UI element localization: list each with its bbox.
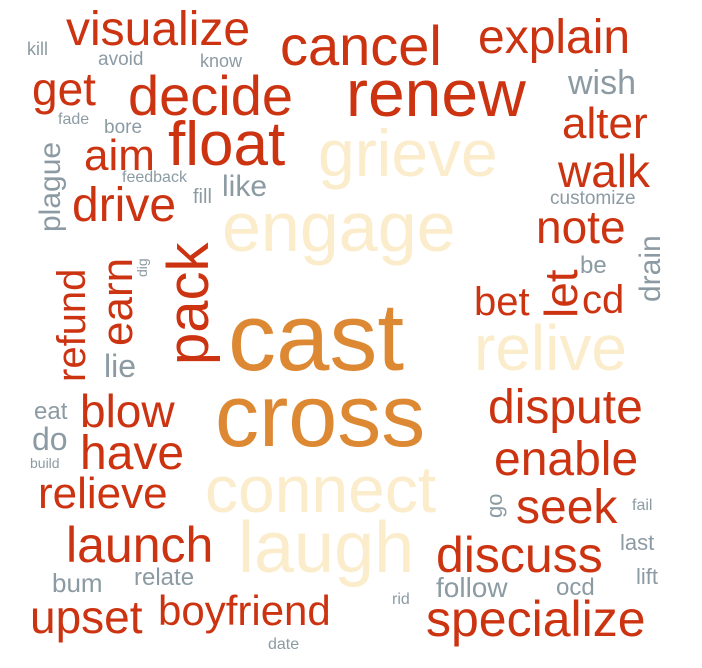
word-pack: pack [156,242,221,365]
word-seek: seek [516,481,618,534]
word-connect: connect [205,452,437,526]
word-eat: eat [34,398,68,425]
word-lie: lie [104,348,137,384]
word-float: float [168,110,286,179]
word-last: last [620,530,655,555]
word-bum: bum [52,568,103,598]
word-ocd: ocd [556,574,595,601]
word-rid: rid [392,591,410,608]
word-drive: drive [72,179,177,232]
word-follow: follow [436,572,508,603]
word-kill: kill [27,39,48,59]
word-relieve: relieve [38,469,168,518]
word-bore: bore [104,117,143,138]
word-upset: upset [30,591,143,643]
word-laugh: laugh [238,508,415,588]
word-lift: lift [636,564,658,589]
word-visualize: visualize [66,3,251,56]
word-specialize: specialize [426,591,646,647]
word-renew: renew [346,56,526,130]
word-decide: decide [128,64,294,127]
word-feedback: feedback [122,169,187,186]
word-launch: launch [66,517,214,573]
word-refund: refund [50,268,94,382]
word-customize: customize [550,188,636,209]
word-date: date [268,636,300,653]
word-blow: blow [80,385,175,437]
word-wish: wish [568,64,637,102]
word-avoid: avoid [98,49,144,70]
word-alter: alter [562,99,648,148]
word-build: build [30,455,60,471]
word-aim: aim [84,131,155,180]
word-relate: relate [134,564,195,591]
word-fade: fade [58,111,90,128]
word-cross: cross [215,366,426,465]
word-boyfriend: boyfriend [158,587,331,634]
word-do: do [32,421,68,457]
word-dig: dig [134,258,150,277]
word-fill: fill [193,186,212,208]
word-discuss: discuss [436,527,603,583]
word-engage: engage [222,188,456,266]
word-go: go [482,493,507,518]
word-get: get [32,63,96,115]
word-know: know [200,51,243,71]
word-enable: enable [494,433,639,486]
word-plague: plague [34,141,67,232]
word-cd: cd [582,278,625,322]
word-fail: fail [632,497,653,514]
word-drain: drain [634,235,667,302]
word-cancel: cancel [280,14,442,77]
word-relive: relive [474,312,627,384]
word-cast: cast [228,284,405,391]
word-have: have [80,427,185,480]
word-walk: walk [558,145,651,197]
word-dispute: dispute [488,381,643,434]
word-bet: bet [474,280,530,324]
word-note: note [536,201,626,253]
word-like: like [222,170,268,203]
word-let: let [535,269,587,318]
word-grieve: grieve [318,116,498,190]
word-explain: explain [478,11,631,64]
word-be: be [580,252,607,279]
